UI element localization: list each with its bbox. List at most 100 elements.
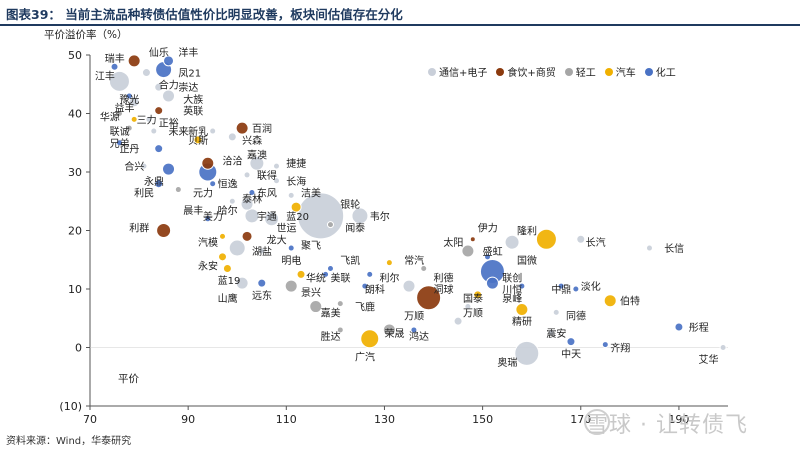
data-point — [115, 139, 123, 147]
data-label: 泰林 — [242, 192, 262, 205]
data-point — [645, 244, 653, 252]
data-label: 韦尔 — [370, 210, 390, 223]
data-point — [154, 144, 164, 154]
data-label: 洽洽 — [223, 154, 243, 167]
data-label: 美力 — [203, 210, 223, 223]
data-point — [514, 340, 540, 366]
data-label: 景兴 — [301, 287, 321, 299]
data-label: 飞鹿 — [355, 301, 375, 314]
data-label: 长信 — [664, 243, 684, 255]
data-label: 广汽 — [355, 350, 375, 363]
data-point — [420, 265, 428, 273]
figure-title: 图表39： 当前主流品种转债估值性价比明显改善，板块间估值存在分化 — [6, 7, 403, 22]
x-axis-label: 平价 — [118, 373, 139, 385]
legend-label: 通信+电子 — [439, 68, 488, 79]
data-label: 合兴 — [124, 160, 144, 173]
y-tick-label: 0 — [75, 342, 82, 355]
data-point — [258, 247, 266, 255]
data-point — [209, 180, 217, 188]
data-label: 联诚 — [110, 126, 130, 138]
data-label: 龙大 — [267, 233, 287, 246]
data-point — [515, 302, 529, 316]
data-point — [284, 279, 298, 293]
legend-swatch — [644, 67, 653, 76]
legend-swatch — [604, 67, 613, 76]
data-label: 东风 — [257, 186, 277, 199]
chart-legend: 通信+电子 食饮+商贸 轻工 汽车 化工 — [428, 64, 676, 79]
data-point — [361, 282, 369, 290]
data-label: 兄弟 — [110, 138, 130, 150]
data-point — [128, 96, 140, 108]
data-point — [504, 234, 520, 250]
data-label: 长海 — [286, 175, 306, 188]
data-label: 国泰 — [463, 292, 483, 305]
data-point — [326, 221, 334, 229]
data-label: 利德 — [434, 271, 454, 284]
data-point — [193, 135, 203, 145]
data-label: 奥瑞 — [497, 356, 517, 369]
legend-swatch — [428, 67, 436, 76]
data-label: 新乳 — [188, 125, 208, 138]
data-point — [248, 188, 256, 196]
watermark-logo-icon — [584, 409, 610, 435]
data-point — [461, 244, 475, 258]
data-label: 万顺 — [463, 307, 483, 319]
data-label: 隆利 — [517, 225, 537, 238]
data-point — [244, 208, 260, 224]
data-point — [410, 326, 418, 334]
data-label: 荣晟 — [384, 328, 404, 340]
data-point — [162, 162, 176, 176]
data-label: 华统 — [306, 271, 326, 284]
data-point — [719, 344, 727, 351]
data-point — [464, 303, 472, 311]
x-tick-label: 190 — [668, 413, 689, 426]
data-label: 益丰 — [115, 102, 135, 115]
data-label: 伊力 — [478, 222, 498, 235]
data-label: 彤程 — [689, 322, 709, 334]
data-point — [154, 82, 164, 92]
data-label: 仙乐 — [149, 46, 169, 59]
data-label: 蓝20 — [286, 211, 309, 223]
data-point — [235, 276, 249, 290]
y-tick-label: 10 — [68, 283, 82, 296]
data-label: 合力 — [159, 78, 179, 91]
y-axis-label: 平价溢价率（%） — [44, 28, 127, 41]
watermark: 雪球 · 让转债飞 — [586, 413, 748, 438]
data-point — [163, 55, 175, 67]
data-point — [228, 197, 236, 205]
legend-item: 通信+电子 — [428, 64, 487, 79]
data-point — [552, 308, 560, 316]
data-point — [385, 259, 393, 267]
data-label: 嘉美 — [321, 306, 341, 319]
data-point — [222, 264, 232, 274]
data-label: 江丰 — [95, 69, 115, 82]
x-tick-label: 110 — [276, 413, 297, 426]
data-point — [576, 234, 586, 244]
x-tick-label: 90 — [181, 413, 195, 426]
data-label: 贝斯 — [188, 134, 208, 147]
data-label: 国微 — [517, 254, 537, 267]
data-point — [162, 89, 176, 103]
data-label: 泉峰 — [502, 292, 522, 305]
data-point — [416, 285, 442, 311]
data-label: 永安 — [198, 260, 218, 273]
data-point — [235, 121, 249, 135]
data-point — [518, 282, 526, 290]
data-label: 鸿达 — [409, 330, 429, 343]
data-point — [290, 201, 302, 213]
x-tick-label: 70 — [83, 413, 97, 426]
y-tick-label: 20 — [68, 225, 82, 238]
data-point — [473, 290, 483, 300]
data-label: 中鼎 — [551, 283, 571, 296]
data-label: 大族 — [183, 93, 203, 106]
data-label: 山鹰 — [218, 292, 238, 305]
data-label: 联得 — [257, 170, 277, 182]
data-label: 晨丰 — [183, 204, 203, 217]
data-label: 利尔 — [380, 271, 400, 284]
data-point — [287, 244, 295, 252]
data-point — [322, 270, 330, 278]
data-point — [228, 239, 246, 257]
data-point — [241, 230, 253, 242]
data-label: 同德 — [566, 309, 586, 322]
data-point — [382, 323, 396, 337]
